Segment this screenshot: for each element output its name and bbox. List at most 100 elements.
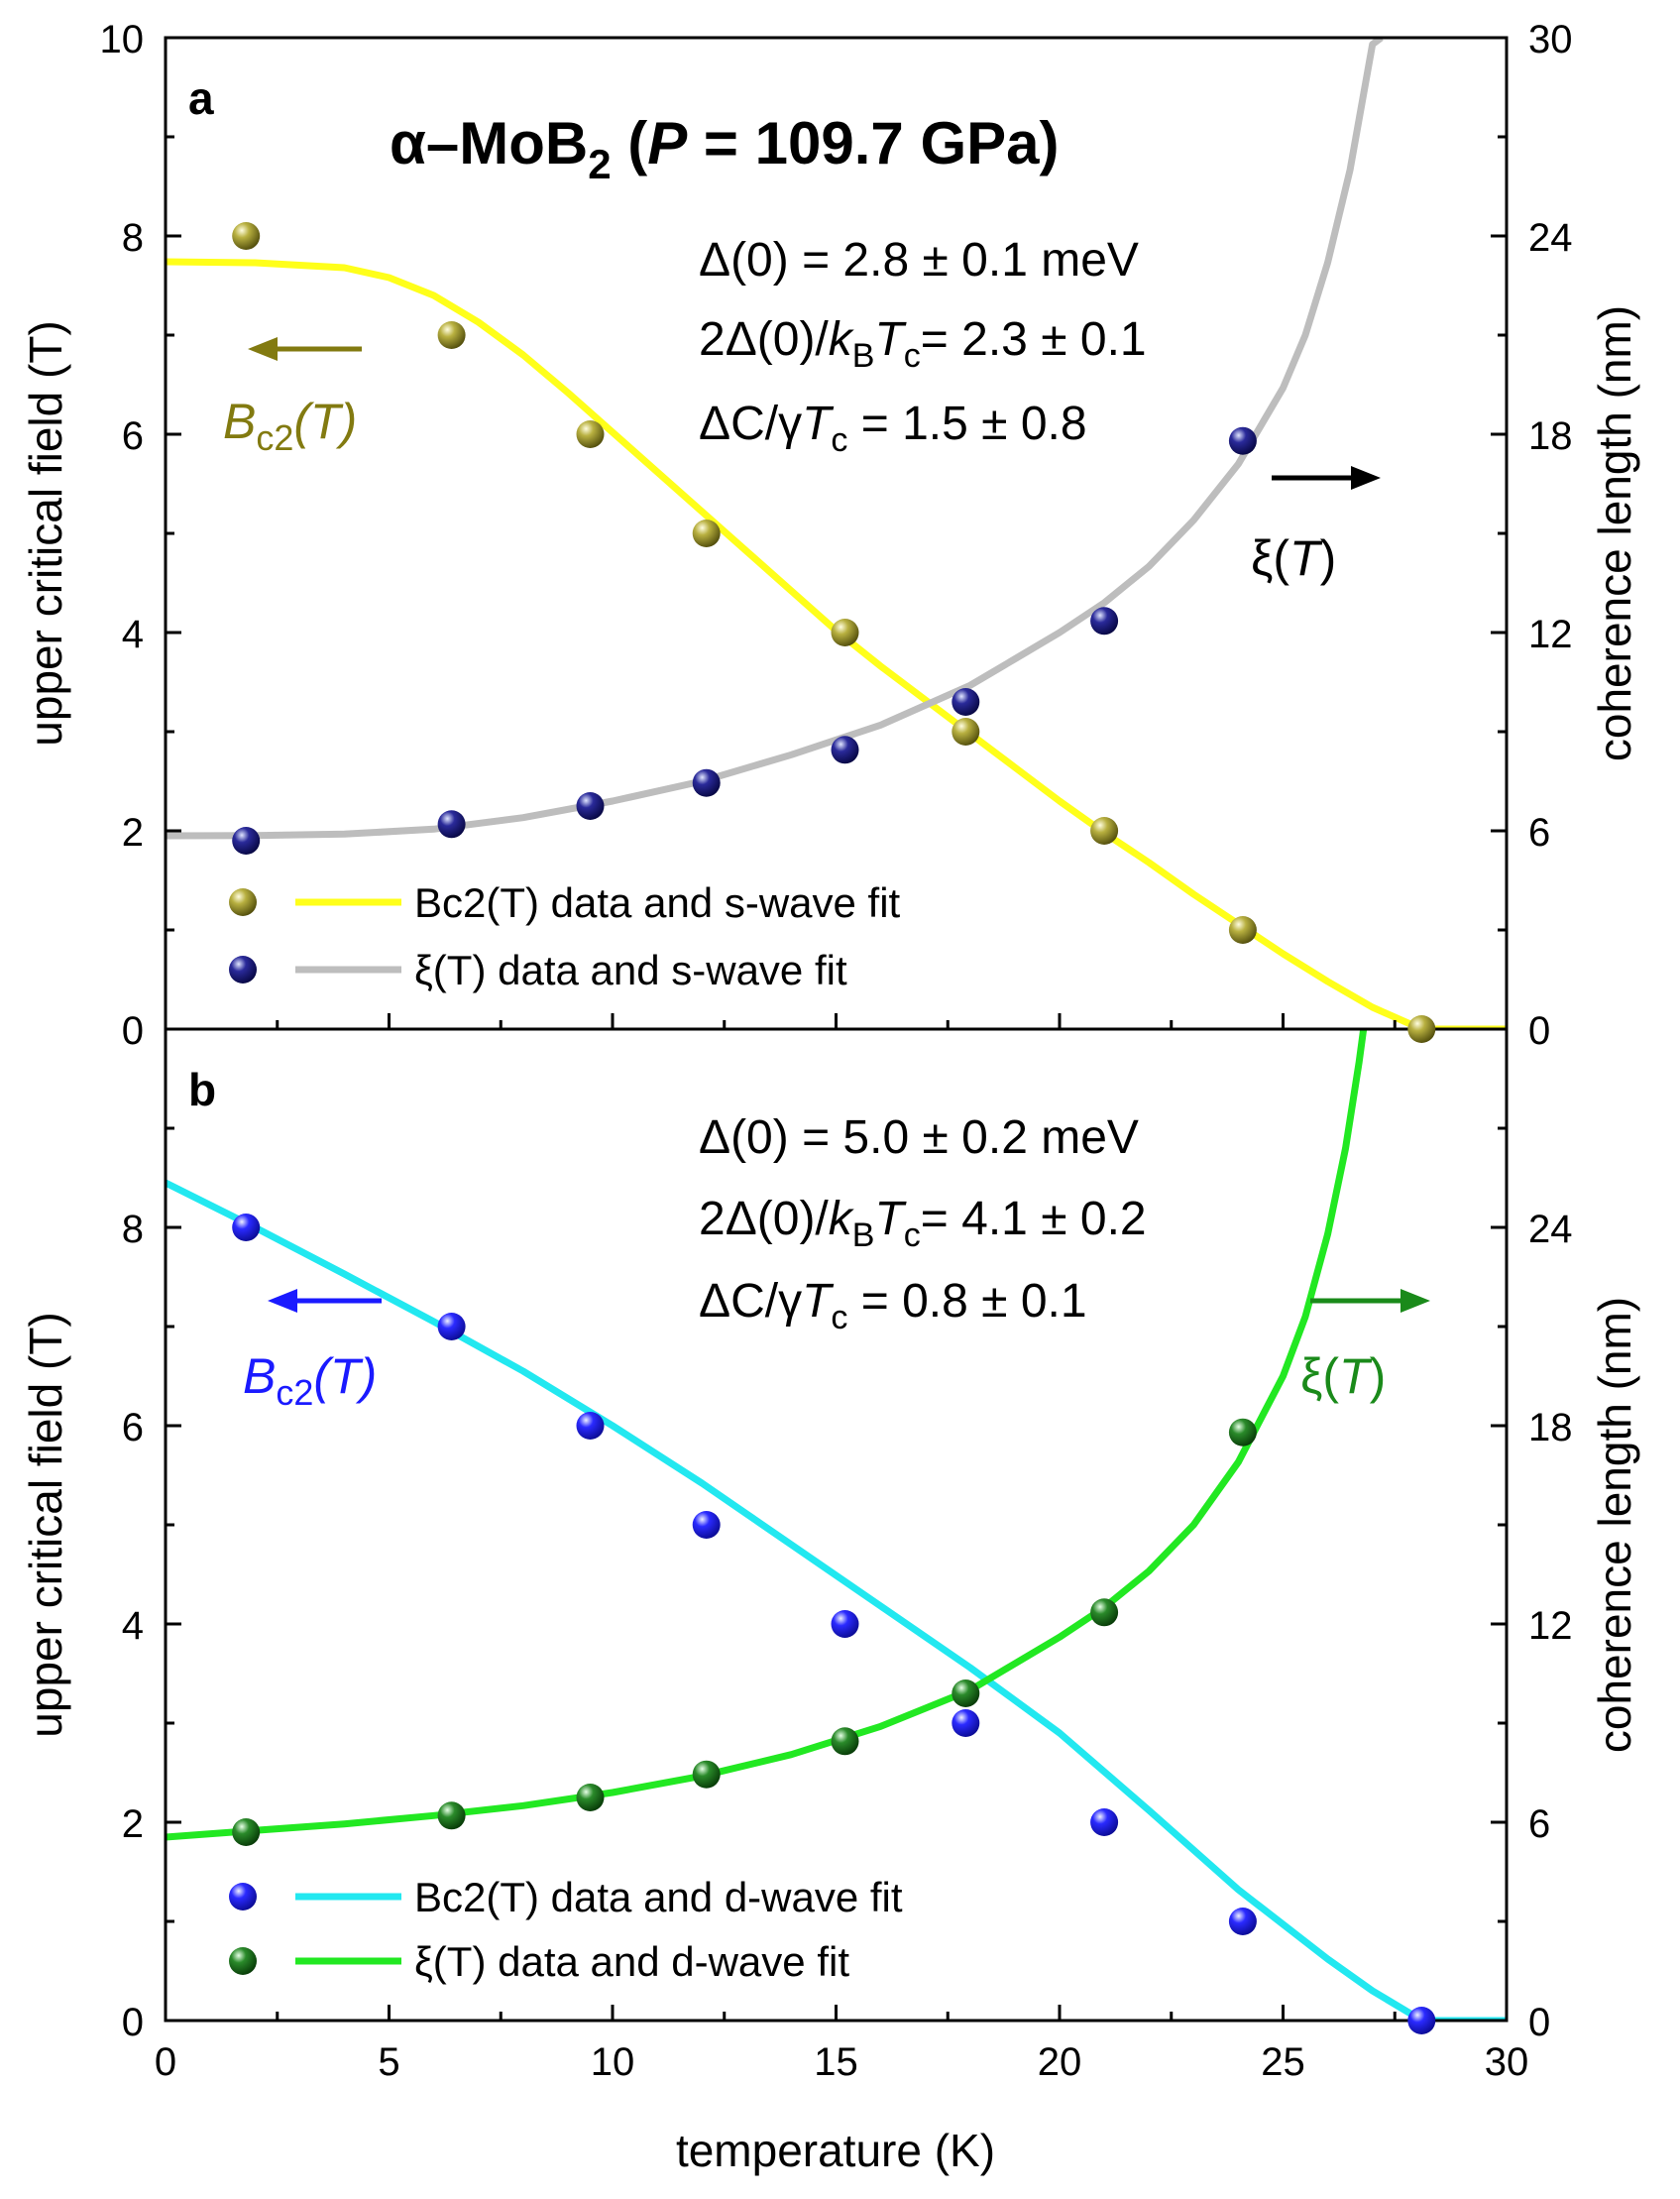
kb-symbol: k [829, 1193, 855, 1245]
chart-title: α–MoB2 (P = 109.7 GPa) [390, 110, 1060, 187]
tc-symbol: T [802, 1275, 835, 1328]
data-point-xi [952, 688, 980, 716]
x-tick-label: 15 [814, 2040, 858, 2084]
dc-prefix: ΔC/γ [699, 1275, 802, 1328]
ratio-suffix: = 2.3 ± 0.1 [921, 313, 1147, 366]
y-tick-label-right: 12 [1528, 613, 1573, 656]
data-point-xi [437, 1801, 466, 1830]
data-point-bc2 [952, 718, 980, 746]
panel-b-ylabel-right: coherence length (nm) [1589, 1297, 1640, 1753]
fit-curve-bc2 [166, 258, 1507, 1029]
data-point-xi [1090, 1598, 1119, 1627]
data-point-xi [1228, 1418, 1257, 1447]
y-tick-label-left: 2 [122, 811, 144, 855]
data-point-xi [1228, 426, 1257, 455]
kb-subscript: B [852, 1216, 875, 1254]
legend-label-bc2: Bc2(T) data and s-wave fit [414, 879, 901, 926]
y-tick-label-left: 0 [122, 2001, 144, 2044]
tc-subscript: c [904, 1216, 921, 1254]
legend-label-xi: ξ(T) data and d-wave fit [414, 1938, 849, 1985]
legend-label-xi: ξ(T) data and s-wave fit [414, 947, 847, 993]
y-tick-label-right: 18 [1528, 414, 1573, 458]
fit-curve-xi [166, 1029, 1368, 1841]
dc-suffix: = 0.8 ± 0.1 [847, 1275, 1086, 1328]
fit-curve-xi [166, 38, 1384, 840]
y-tick-label-right: 0 [1528, 2001, 1550, 2044]
data-point-bc2 [232, 222, 261, 250]
ratio-suffix: = 4.1 ± 0.2 [921, 1193, 1147, 1245]
y-tick-label-right: 24 [1528, 1208, 1573, 1251]
xlabel: temperature (K) [676, 2125, 995, 2176]
data-point-xi [831, 736, 859, 764]
tc-subscript: c [831, 1299, 847, 1336]
data-point-bc2 [1228, 1908, 1257, 1935]
y-tick-label-right: 6 [1528, 1802, 1550, 1846]
data-point-bc2 [576, 420, 605, 448]
fit-curve-bc2 [166, 1179, 1507, 2021]
title-subscript: 2 [588, 141, 611, 187]
panel-a-ratio: 2Δ(0)/kBTc= 2.3 ± 0.1 [699, 313, 1147, 375]
data-point-bc2 [831, 1610, 859, 1638]
y-tick-label-right: 18 [1528, 1406, 1573, 1449]
panel-a-xi-arrow: ξ(T) [1251, 466, 1381, 586]
title-pressure-value: = 109.7 GPa) [687, 110, 1059, 176]
panel-b-frame [164, 1027, 1509, 2023]
y-tick-label-right: 24 [1528, 216, 1573, 260]
panel-a-ylabel-right: coherence length (nm) [1589, 305, 1640, 761]
y-tick-label-left: 8 [122, 216, 144, 260]
y-tick-label-left: 10 [100, 18, 145, 61]
data-point-bc2 [437, 321, 466, 349]
x-tick-label: 0 [155, 2040, 176, 2084]
title-symbol: α–MoB [390, 110, 588, 176]
data-point-bc2 [1090, 1808, 1119, 1836]
panel-a-gap: Δ(0) = 2.8 ± 0.1 meV [699, 234, 1139, 287]
panel-a-label: a [188, 72, 214, 124]
data-point-xi [952, 1679, 980, 1707]
y-tick-label-left: 0 [122, 1009, 144, 1053]
data-point-xi [232, 1818, 261, 1846]
legend-marker-bc2 [229, 1883, 257, 1910]
legend-marker-xi [229, 1947, 257, 1975]
x-tick-label: 20 [1038, 2040, 1082, 2084]
y-tick-label-left: 6 [122, 414, 144, 458]
x-tick-label: 25 [1261, 2040, 1305, 2084]
panel-b-dc: ΔC/γTc = 0.8 ± 0.1 [699, 1275, 1087, 1336]
y-tick-label-left: 6 [122, 1406, 144, 1449]
tc-subscript: c [904, 337, 921, 375]
title-pressure-symbol: P [647, 110, 688, 176]
y-tick-label-left: 2 [122, 1802, 144, 1846]
title-open: ( [612, 110, 648, 176]
data-point-bc2 [1407, 2007, 1436, 2034]
data-point-bc2 [437, 1313, 466, 1340]
x-tick-label: 30 [1485, 2040, 1529, 2084]
panel-a-bc2-arrow: Bc2(T) [223, 337, 362, 458]
data-point-xi [576, 792, 605, 820]
y-tick-label-left: 8 [122, 1208, 144, 1251]
panel-b-bc2-arrow: Bc2(T) [243, 1289, 382, 1413]
y-tick-label-right: 0 [1528, 1009, 1550, 1053]
dc-suffix: = 1.5 ± 0.8 [847, 398, 1086, 450]
panel-a-ylabel-left: upper critical field (T) [20, 320, 71, 746]
ratio-prefix: 2Δ(0)/ [699, 313, 829, 366]
tc-symbol: T [874, 1193, 907, 1245]
y-tick-label-right: 12 [1528, 1604, 1573, 1648]
panel-b-bc2-arrow-label: Bc2(T) [243, 1348, 377, 1413]
data-point-xi [692, 1760, 721, 1789]
data-point-bc2 [952, 1709, 980, 1737]
data-point-xi [831, 1727, 859, 1756]
data-point-bc2 [692, 1511, 721, 1539]
tc-symbol: T [802, 398, 835, 450]
y-tick-label-right: 30 [1528, 18, 1573, 61]
kb-symbol: k [829, 313, 855, 366]
data-point-xi [692, 768, 721, 797]
y-tick-label-right: 6 [1528, 811, 1550, 855]
panel-b-legend: Bc2(T) data and d-wave fit ξ(T) data and… [229, 1874, 903, 1985]
data-point-bc2 [232, 1214, 261, 1241]
data-point-xi [437, 810, 466, 839]
data-point-xi [1090, 607, 1119, 636]
panel-b-gap: Δ(0) = 5.0 ± 0.2 meV [699, 1111, 1139, 1164]
panel-a-xi-arrow-label: ξ(T) [1251, 530, 1336, 586]
panel-a-legend: Bc2(T) data and s-wave fit ξ(T) data and… [229, 879, 901, 993]
data-point-bc2 [692, 520, 721, 547]
